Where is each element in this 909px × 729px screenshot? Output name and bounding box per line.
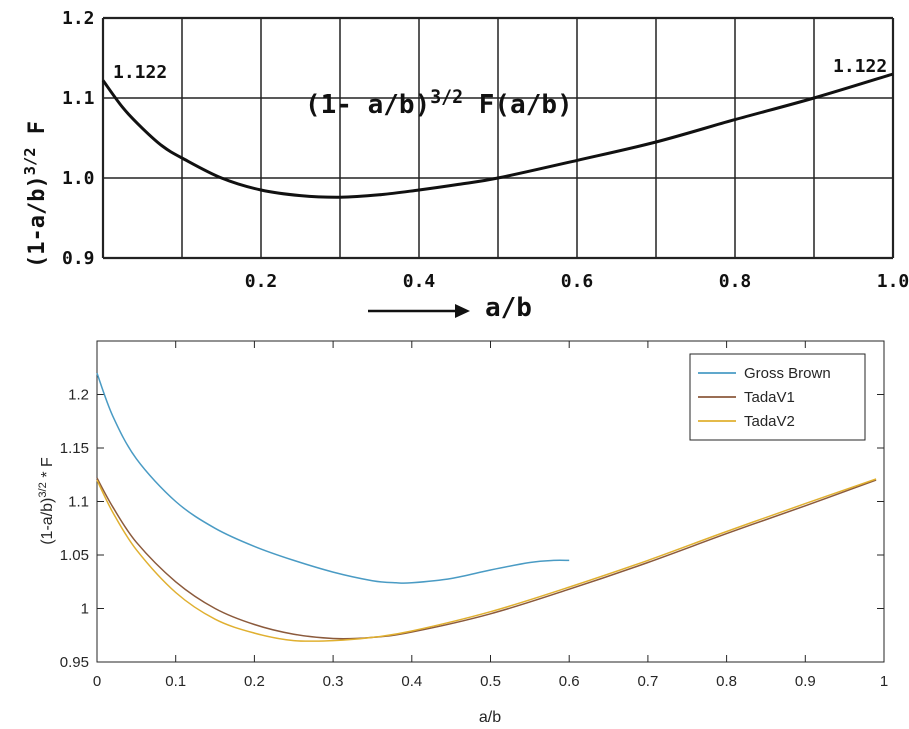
bottom-xtick-label: 0.9 bbox=[795, 673, 816, 690]
bottom-xtick-label: 0.7 bbox=[637, 673, 658, 690]
top-xlabel-group: a/b bbox=[368, 293, 532, 323]
bottom-series-line bbox=[96, 478, 877, 643]
top-endpoint-label-right: 1.122 bbox=[833, 56, 887, 77]
bottom-series bbox=[96, 372, 877, 643]
bottom-legend-label: TadaV2 bbox=[744, 413, 795, 430]
top-xtick-label: 0.8 bbox=[719, 271, 752, 292]
bottom-ytick-label: 1.1 bbox=[68, 494, 89, 511]
bottom-xtick-label: 0.2 bbox=[244, 673, 265, 690]
top-ylabel: (1-a/b)3/2 F bbox=[21, 121, 50, 268]
bottom-xlabel: a/b bbox=[479, 709, 501, 726]
top-xtick-label: 0.2 bbox=[245, 271, 278, 292]
bottom-chart: 0 0.1 0.2 0.3 0.4 0.5 0.6 0.7 0.8 0.9 1 0.95 1 1.05 1.… bbox=[37, 340, 888, 726]
top-ylabel-group: (1-a/b)3/2 F bbox=[21, 121, 50, 268]
top-xlabel-arrowhead bbox=[455, 304, 470, 318]
bottom-series-line bbox=[96, 372, 570, 584]
bottom-xtick-label: 0.1 bbox=[165, 673, 186, 690]
top-ytick-label: 1.2 bbox=[62, 8, 95, 29]
bottom-ytick-label: 1 bbox=[81, 601, 89, 618]
bottom-xtick-label: 0.3 bbox=[323, 673, 344, 690]
bottom-legend: Gross Brown TadaV1 TadaV2 bbox=[689, 353, 866, 441]
bottom-legend-label: TadaV1 bbox=[744, 389, 795, 406]
bottom-ylabel: (1-a/b)3/2 * F bbox=[37, 457, 56, 545]
bottom-xtick-label: 0.8 bbox=[716, 673, 737, 690]
top-grid bbox=[101, 16, 895, 260]
bottom-xtick-label: 1 bbox=[880, 673, 888, 690]
top-tick-labels: 0.9 1.0 1.1 1.2 0.2 0.4 0.6 0.8 1.0 bbox=[62, 8, 909, 292]
top-xtick-label: 0.6 bbox=[561, 271, 594, 292]
top-ytick-label: 1.1 bbox=[62, 88, 95, 109]
bottom-ticks: 0 0.1 0.2 0.3 0.4 0.5 0.6 0.7 0.8 0.9 1 0.95 1 1.05 1.… bbox=[60, 341, 888, 690]
bottom-ytick-label: 1.05 bbox=[60, 547, 89, 564]
top-endpoint-label-left: 1.122 bbox=[113, 62, 167, 83]
top-chart: 0.9 1.0 1.1 1.2 0.2 0.4 0.6 0.8 1.0 (1- a/b)3/2 … bbox=[21, 8, 909, 323]
top-xlabel: a/b bbox=[485, 293, 532, 323]
bottom-legend-label: Gross Brown bbox=[744, 365, 831, 382]
bottom-ytick-label: 0.95 bbox=[60, 654, 89, 671]
top-ytick-label: 1.0 bbox=[62, 168, 95, 189]
top-xtick-label: 0.4 bbox=[403, 271, 436, 292]
bottom-xtick-label: 0.5 bbox=[480, 673, 501, 690]
top-series-line bbox=[101, 72, 894, 199]
top-curve-annotation: (1- a/b)3/2 F(a/b) bbox=[305, 87, 573, 121]
top-ytick-label: 0.9 bbox=[62, 248, 95, 269]
bottom-ytick-label: 1.15 bbox=[60, 440, 89, 457]
bottom-xtick-label: 0 bbox=[93, 673, 101, 690]
bottom-xtick-label: 0.4 bbox=[401, 673, 422, 690]
top-xtick-label: 1.0 bbox=[877, 271, 909, 292]
bottom-ytick-label: 1.2 bbox=[68, 387, 89, 404]
top-series bbox=[101, 72, 894, 199]
bottom-xtick-label: 0.6 bbox=[559, 673, 580, 690]
